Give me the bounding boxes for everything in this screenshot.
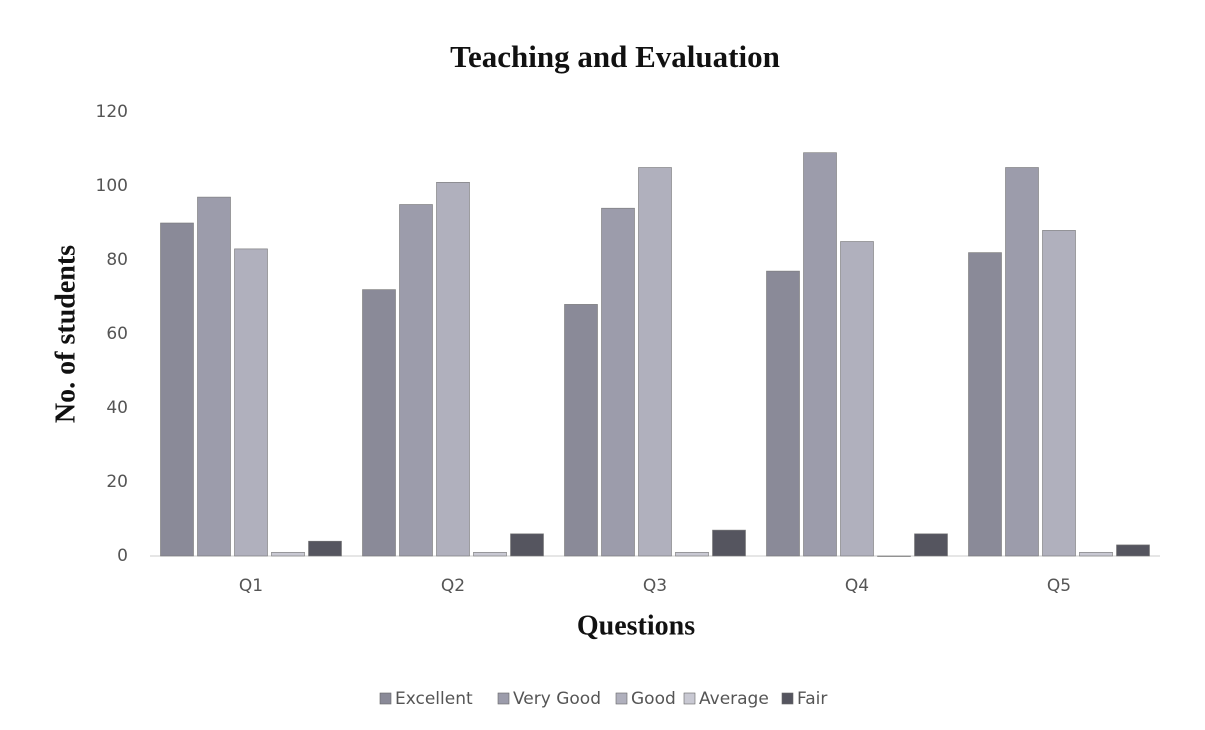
y-tick-label: 80 [106, 250, 128, 270]
x-tick-label: Q4 [845, 576, 869, 596]
bar [675, 551, 709, 557]
legend-label: Excellent [395, 689, 473, 709]
bar [712, 529, 746, 557]
legend-swatch [497, 692, 510, 705]
bar [601, 207, 635, 557]
y-tick-label: 20 [106, 472, 128, 492]
y-tick-label: 40 [106, 398, 128, 418]
bar [564, 304, 598, 557]
legend-swatch [379, 692, 392, 705]
bar [160, 222, 194, 557]
legend-swatch [781, 692, 794, 705]
bar [914, 533, 948, 557]
bar [308, 540, 342, 557]
bar [1116, 544, 1150, 557]
x-tick-label: Q3 [643, 576, 667, 596]
bar [399, 204, 433, 557]
x-tick-label: Q1 [239, 576, 263, 596]
x-axis-label: Questions [577, 610, 695, 641]
y-axis-label: No. of students [50, 245, 81, 423]
bar [766, 270, 800, 557]
legend-label: Average [699, 689, 769, 709]
legend-label: Good [631, 689, 676, 709]
bar [1042, 230, 1076, 557]
bar [1005, 167, 1039, 557]
x-tick-label: Q2 [441, 576, 465, 596]
chart-title: Teaching and Evaluation [450, 39, 780, 74]
legend-label: Very Good [513, 689, 601, 709]
y-tick-label: 0 [117, 546, 128, 566]
y-tick-label: 60 [106, 324, 128, 344]
y-tick-label: 100 [96, 176, 128, 196]
bar [362, 289, 396, 557]
bar [803, 152, 837, 557]
legend-swatch [615, 692, 628, 705]
bar [877, 555, 911, 557]
y-tick-label: 120 [96, 102, 128, 122]
legend-label: Fair [797, 689, 827, 709]
bar [1079, 551, 1113, 557]
bar [271, 551, 305, 557]
bar [197, 196, 231, 557]
bar [234, 248, 268, 557]
bar [473, 551, 507, 557]
bar [968, 252, 1002, 557]
bar [436, 182, 470, 557]
bar [638, 167, 672, 557]
bar [510, 533, 544, 557]
x-tick-label: Q5 [1047, 576, 1071, 596]
legend-swatch [683, 692, 696, 705]
bar [840, 241, 874, 557]
